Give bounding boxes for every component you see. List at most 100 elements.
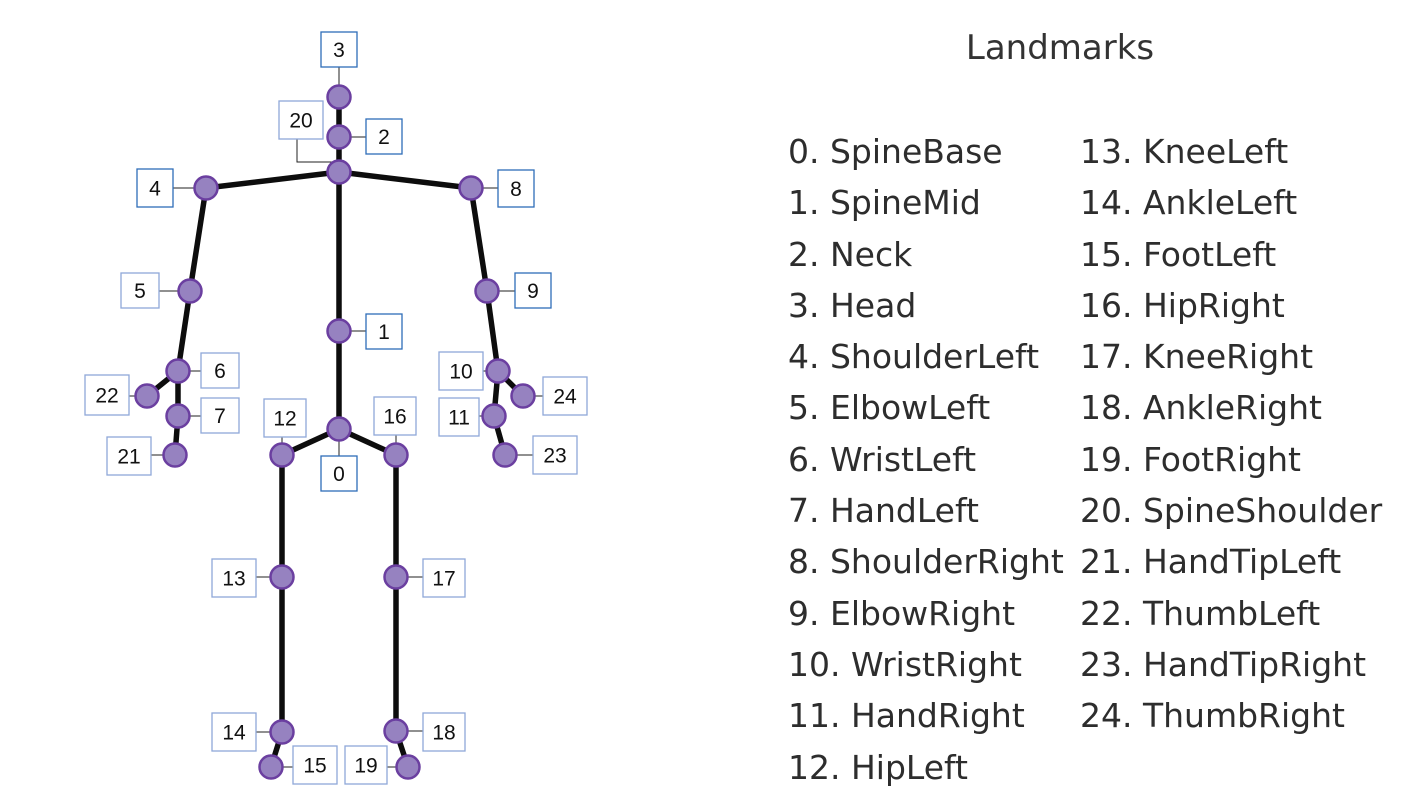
- landmark-item: 21. HandTipLeft: [1080, 542, 1342, 582]
- landmark-item: 14. AnkleLeft: [1080, 183, 1298, 223]
- joint-label-17: 17: [422, 558, 466, 598]
- joint-3: [326, 84, 352, 110]
- joint-label-box: [320, 31, 358, 68]
- joint-label-text: 23: [543, 445, 566, 468]
- joint-label-text: 20: [289, 110, 312, 133]
- joint-label-text: 24: [553, 386, 577, 409]
- bone-20-8: [336, 169, 474, 191]
- joint-9: [474, 278, 500, 304]
- joint-19: [395, 754, 421, 780]
- joint-label-text: 22: [95, 385, 118, 408]
- landmark-list-column-1: 0. SpineBase 1. SpineMid 2. Neck 3. Head…: [788, 132, 1064, 799]
- joint-20: [326, 159, 352, 185]
- joint-label-box: [136, 168, 174, 208]
- joint-label-text: 21: [117, 446, 140, 469]
- joint-5: [177, 278, 203, 304]
- joint-label-box: [438, 397, 480, 437]
- joint-label-15: 15: [292, 745, 338, 785]
- joint-15: [258, 754, 284, 780]
- joint-label-text: 5: [134, 280, 146, 303]
- joint-label-box: [292, 745, 338, 785]
- landmark-item: 6. WristLeft: [788, 439, 977, 479]
- landmark-item: 9. ElbowRight: [788, 593, 1016, 633]
- joint-label-8: 8: [497, 169, 535, 208]
- landmark-item: 3. Head: [788, 285, 917, 325]
- joint-label-box: [84, 374, 130, 416]
- landmark-item: 11. HandRight: [788, 696, 1025, 736]
- joint-label-16: 16: [373, 396, 417, 436]
- joint-label-box: [365, 118, 403, 155]
- joint-label-7: 7: [200, 397, 240, 434]
- leader-line-20: [296, 139, 339, 163]
- joint-label-text: 2: [378, 126, 390, 149]
- joint-label-10: 10: [438, 351, 484, 391]
- bone-20-4: [203, 169, 342, 191]
- joint-10: [485, 358, 511, 384]
- landmark-item: 17. KneeRight: [1080, 337, 1314, 377]
- joint-label-box: [211, 558, 257, 598]
- joint-label-3: 3: [320, 31, 358, 68]
- joint-label-box: [514, 272, 552, 309]
- joint-label-text: 7: [214, 405, 226, 428]
- joint-12: [269, 442, 295, 468]
- joint-label-box: [373, 396, 417, 436]
- joint-label-text: 19: [354, 755, 377, 778]
- landmark-item: 20. SpineShoulder: [1080, 491, 1383, 531]
- landmark-item: 13. KneeLeft: [1080, 132, 1289, 171]
- landmark-list-column-2: 13. KneeLeft 14. AnkleLeft 15. FootLeft …: [1080, 132, 1382, 748]
- joint-label-text: 3: [333, 39, 345, 62]
- joint-label-box: [438, 351, 484, 391]
- joint-label-text: 12: [273, 408, 296, 431]
- bone-4-5: [187, 185, 209, 294]
- joint-18: [383, 718, 409, 744]
- joint-7: [165, 403, 191, 429]
- joint-11: [481, 403, 507, 429]
- joint-label-box: [278, 100, 324, 140]
- joint-16: [383, 442, 409, 468]
- joint-label-24: 24: [542, 376, 588, 416]
- joint-label-box: [497, 169, 535, 208]
- joint-label-box: [422, 558, 466, 598]
- joint-label-text: 10: [449, 361, 472, 384]
- bone-9-10: [484, 288, 501, 374]
- joint-label-5: 5: [120, 272, 160, 309]
- joint-label-12: 12: [263, 398, 307, 438]
- joint-label-box: [120, 272, 160, 309]
- joint-6: [165, 358, 191, 384]
- landmark-item: 0. SpineBase: [788, 132, 1003, 171]
- joint-label-text: 9: [527, 280, 539, 303]
- joint-22: [134, 383, 160, 409]
- joint-label-text: 17: [432, 568, 455, 591]
- joint-label-box: [542, 376, 588, 416]
- joint-label-box: [344, 745, 388, 785]
- landmark-item: 19. FootRight: [1080, 439, 1301, 479]
- bone-8-9: [468, 185, 490, 294]
- joint-label-18: 18: [422, 712, 466, 752]
- joint-label-text: 16: [383, 406, 406, 429]
- joint-21: [162, 442, 188, 468]
- landmark-item: 10. WristRight: [788, 644, 1022, 684]
- landmark-item: 18. AnkleRight: [1080, 388, 1322, 428]
- joint-label-box: [211, 712, 257, 752]
- joint-label-0: 0: [320, 455, 358, 492]
- joint-1: [326, 318, 352, 344]
- landmark-item: 2. Neck: [788, 234, 913, 274]
- skeleton-joints: [134, 84, 536, 780]
- landmark-item: 16. HipRight: [1080, 285, 1285, 325]
- joint-label-23: 23: [532, 435, 578, 475]
- landmark-item: 8. ShoulderRight: [788, 542, 1064, 582]
- landmark-item: 22. ThumbLeft: [1080, 593, 1321, 633]
- joint-13: [269, 564, 295, 590]
- legend-title: Landmarks: [965, 28, 1155, 68]
- joint-label-box: [422, 712, 466, 752]
- joint-label-19: 19: [344, 745, 388, 785]
- joint-label-box: [200, 397, 240, 434]
- landmark-item: 1. SpineMid: [788, 183, 981, 223]
- joint-label-text: 13: [222, 568, 245, 591]
- joint-label-4: 4: [136, 168, 174, 208]
- joint-label-box: [320, 455, 358, 492]
- joint-label-14: 14: [211, 712, 257, 752]
- joint-label-text: 0: [333, 463, 345, 486]
- joint-label-box: [532, 435, 578, 475]
